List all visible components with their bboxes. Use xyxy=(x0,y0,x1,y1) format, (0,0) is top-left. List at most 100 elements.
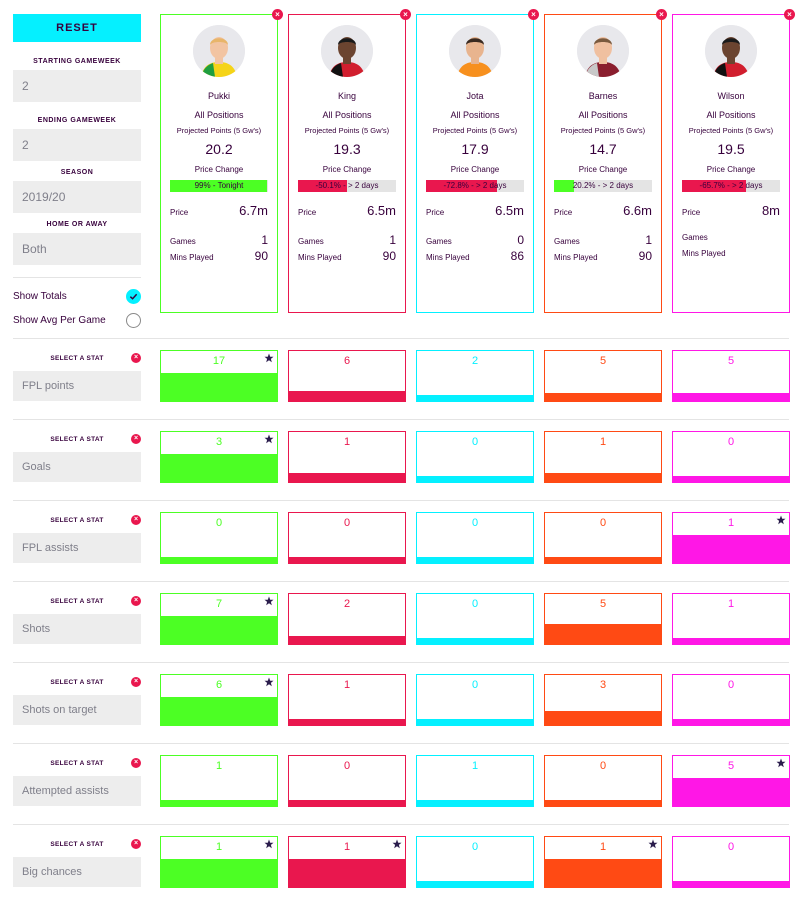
price-change-bar: -72.8% - > 2 days xyxy=(426,180,524,192)
player-card: × Barnes All Positions Projected Points … xyxy=(544,9,667,313)
stat-value: 6 xyxy=(215,679,223,691)
player-name: King xyxy=(337,91,356,101)
mins-row: Mins Played xyxy=(682,249,780,258)
stat-value-box: 0 xyxy=(160,512,278,564)
price-row: Price 6.6m xyxy=(554,203,652,218)
games-row: Games 1 xyxy=(554,233,652,247)
projected-points-label: Projected Points (5 Gw's) xyxy=(432,126,518,135)
stat-value-box: 3 xyxy=(544,674,662,726)
remove-player-close-icon[interactable]: × xyxy=(528,9,539,20)
player-avatar xyxy=(321,25,373,77)
price-label: Price xyxy=(682,208,701,217)
price-change-fill xyxy=(682,180,747,192)
stat-value: 0 xyxy=(215,517,223,529)
stat-select[interactable]: Shots xyxy=(13,614,141,644)
remove-stat-close-icon[interactable]: × xyxy=(131,434,141,444)
games-row: Games xyxy=(682,233,780,242)
price-change-fill xyxy=(554,180,574,192)
show-totals-radio[interactable] xyxy=(126,288,141,304)
select-stat-label: SELECT A STAT xyxy=(50,436,104,443)
stat-bar xyxy=(545,859,661,887)
price-change-label: Price Change xyxy=(706,165,756,174)
price-change-fill xyxy=(426,180,498,192)
player-avatar xyxy=(705,25,757,77)
stat-select[interactable]: Shots on target xyxy=(13,695,141,725)
price-row: Price 8m xyxy=(682,203,780,218)
stat-bar xyxy=(161,557,277,563)
price-value: 6.5m xyxy=(367,203,396,218)
check-icon xyxy=(129,293,138,300)
select-stat-label: SELECT A STAT xyxy=(50,760,104,767)
remove-stat-close-icon[interactable]: × xyxy=(131,515,141,525)
price-change-label: Price Change xyxy=(450,165,500,174)
stat-value-box: 1 xyxy=(288,836,406,888)
star-icon xyxy=(264,677,274,687)
home-away-select[interactable]: Both xyxy=(13,233,141,265)
show-avg-toggle[interactable]: Show Avg Per Game xyxy=(13,311,141,329)
player-position: All Positions xyxy=(706,110,756,120)
select-stat-label: SELECT A STAT xyxy=(50,841,104,848)
player-avatar-icon xyxy=(321,25,373,77)
stat-value: 2 xyxy=(471,355,479,367)
show-totals-toggle[interactable]: Show Totals xyxy=(13,287,141,305)
stat-value: 2 xyxy=(343,598,351,610)
player-card: × Wilson All Positions Projected Points … xyxy=(672,9,795,313)
price-change-bar: 99% - Tonight xyxy=(170,180,268,192)
stat-select[interactable]: Attempted assists xyxy=(13,776,141,806)
stat-row-divider xyxy=(13,662,789,663)
stat-value: 0 xyxy=(343,517,351,529)
remove-stat-close-icon[interactable]: × xyxy=(131,758,141,768)
remove-player-close-icon[interactable]: × xyxy=(784,9,795,20)
stat-bar xyxy=(161,800,277,806)
price-change-label: Price Change xyxy=(578,165,628,174)
stat-value-box: 0 xyxy=(672,836,790,888)
stat-value: 0 xyxy=(471,436,479,448)
games-row: Games 1 xyxy=(298,233,396,247)
mins-label: Mins Played xyxy=(426,253,470,262)
player-name: Barnes xyxy=(588,91,618,101)
show-avg-radio[interactable] xyxy=(126,312,141,328)
price-change-text: 99% - Tonight xyxy=(194,181,244,190)
remove-player-close-icon[interactable]: × xyxy=(400,9,411,20)
player-position: All Positions xyxy=(194,110,244,120)
stat-value-box: 5 xyxy=(544,593,662,645)
stat-value-box: 0 xyxy=(416,836,534,888)
stat-value: 1 xyxy=(727,517,735,529)
stat-value-box: 1 xyxy=(288,431,406,483)
stat-value: 7 xyxy=(215,598,223,610)
stat-select[interactable]: FPL assists xyxy=(13,533,141,563)
remove-stat-close-icon[interactable]: × xyxy=(131,596,141,606)
stat-select[interactable]: Goals xyxy=(13,452,141,482)
remove-stat-close-icon[interactable]: × xyxy=(131,353,141,363)
stat-value: 5 xyxy=(727,355,735,367)
starting-gameweek-select[interactable]: 2 xyxy=(13,70,141,102)
player-avatar xyxy=(449,25,501,77)
stat-bar xyxy=(417,719,533,725)
stat-select[interactable]: FPL points xyxy=(13,371,141,401)
stat-value: 0 xyxy=(471,517,479,529)
star-icon xyxy=(776,758,786,768)
mins-row: Mins Played 90 xyxy=(554,249,652,263)
projected-points-label: Projected Points (5 Gw's) xyxy=(176,126,262,135)
stat-value-box: 5 xyxy=(544,350,662,402)
price-change-bar: -50.1% - > 2 days xyxy=(298,180,396,192)
remove-player-close-icon[interactable]: × xyxy=(272,9,283,20)
reset-button[interactable]: RESET xyxy=(13,14,141,42)
stat-bar xyxy=(161,616,277,644)
stat-value-box: 0 xyxy=(672,431,790,483)
player-avatar-icon xyxy=(193,25,245,77)
stat-row-divider xyxy=(13,581,789,582)
stat-bar xyxy=(673,476,789,482)
remove-stat-close-icon[interactable]: × xyxy=(131,677,141,687)
stat-value: 1 xyxy=(215,841,223,853)
stat-bar xyxy=(545,393,661,401)
remove-player-close-icon[interactable]: × xyxy=(656,9,667,20)
stat-value-box: 1 xyxy=(160,755,278,807)
season-select[interactable]: 2019/20 xyxy=(13,181,141,213)
stat-value-box: 1 xyxy=(160,836,278,888)
player-position: All Positions xyxy=(450,110,500,120)
remove-stat-close-icon[interactable]: × xyxy=(131,839,141,849)
ending-gameweek-select[interactable]: 2 xyxy=(13,129,141,161)
stat-select[interactable]: Big chances xyxy=(13,857,141,887)
starting-gameweek-label: STARTING GAMEWEEK xyxy=(33,58,121,65)
